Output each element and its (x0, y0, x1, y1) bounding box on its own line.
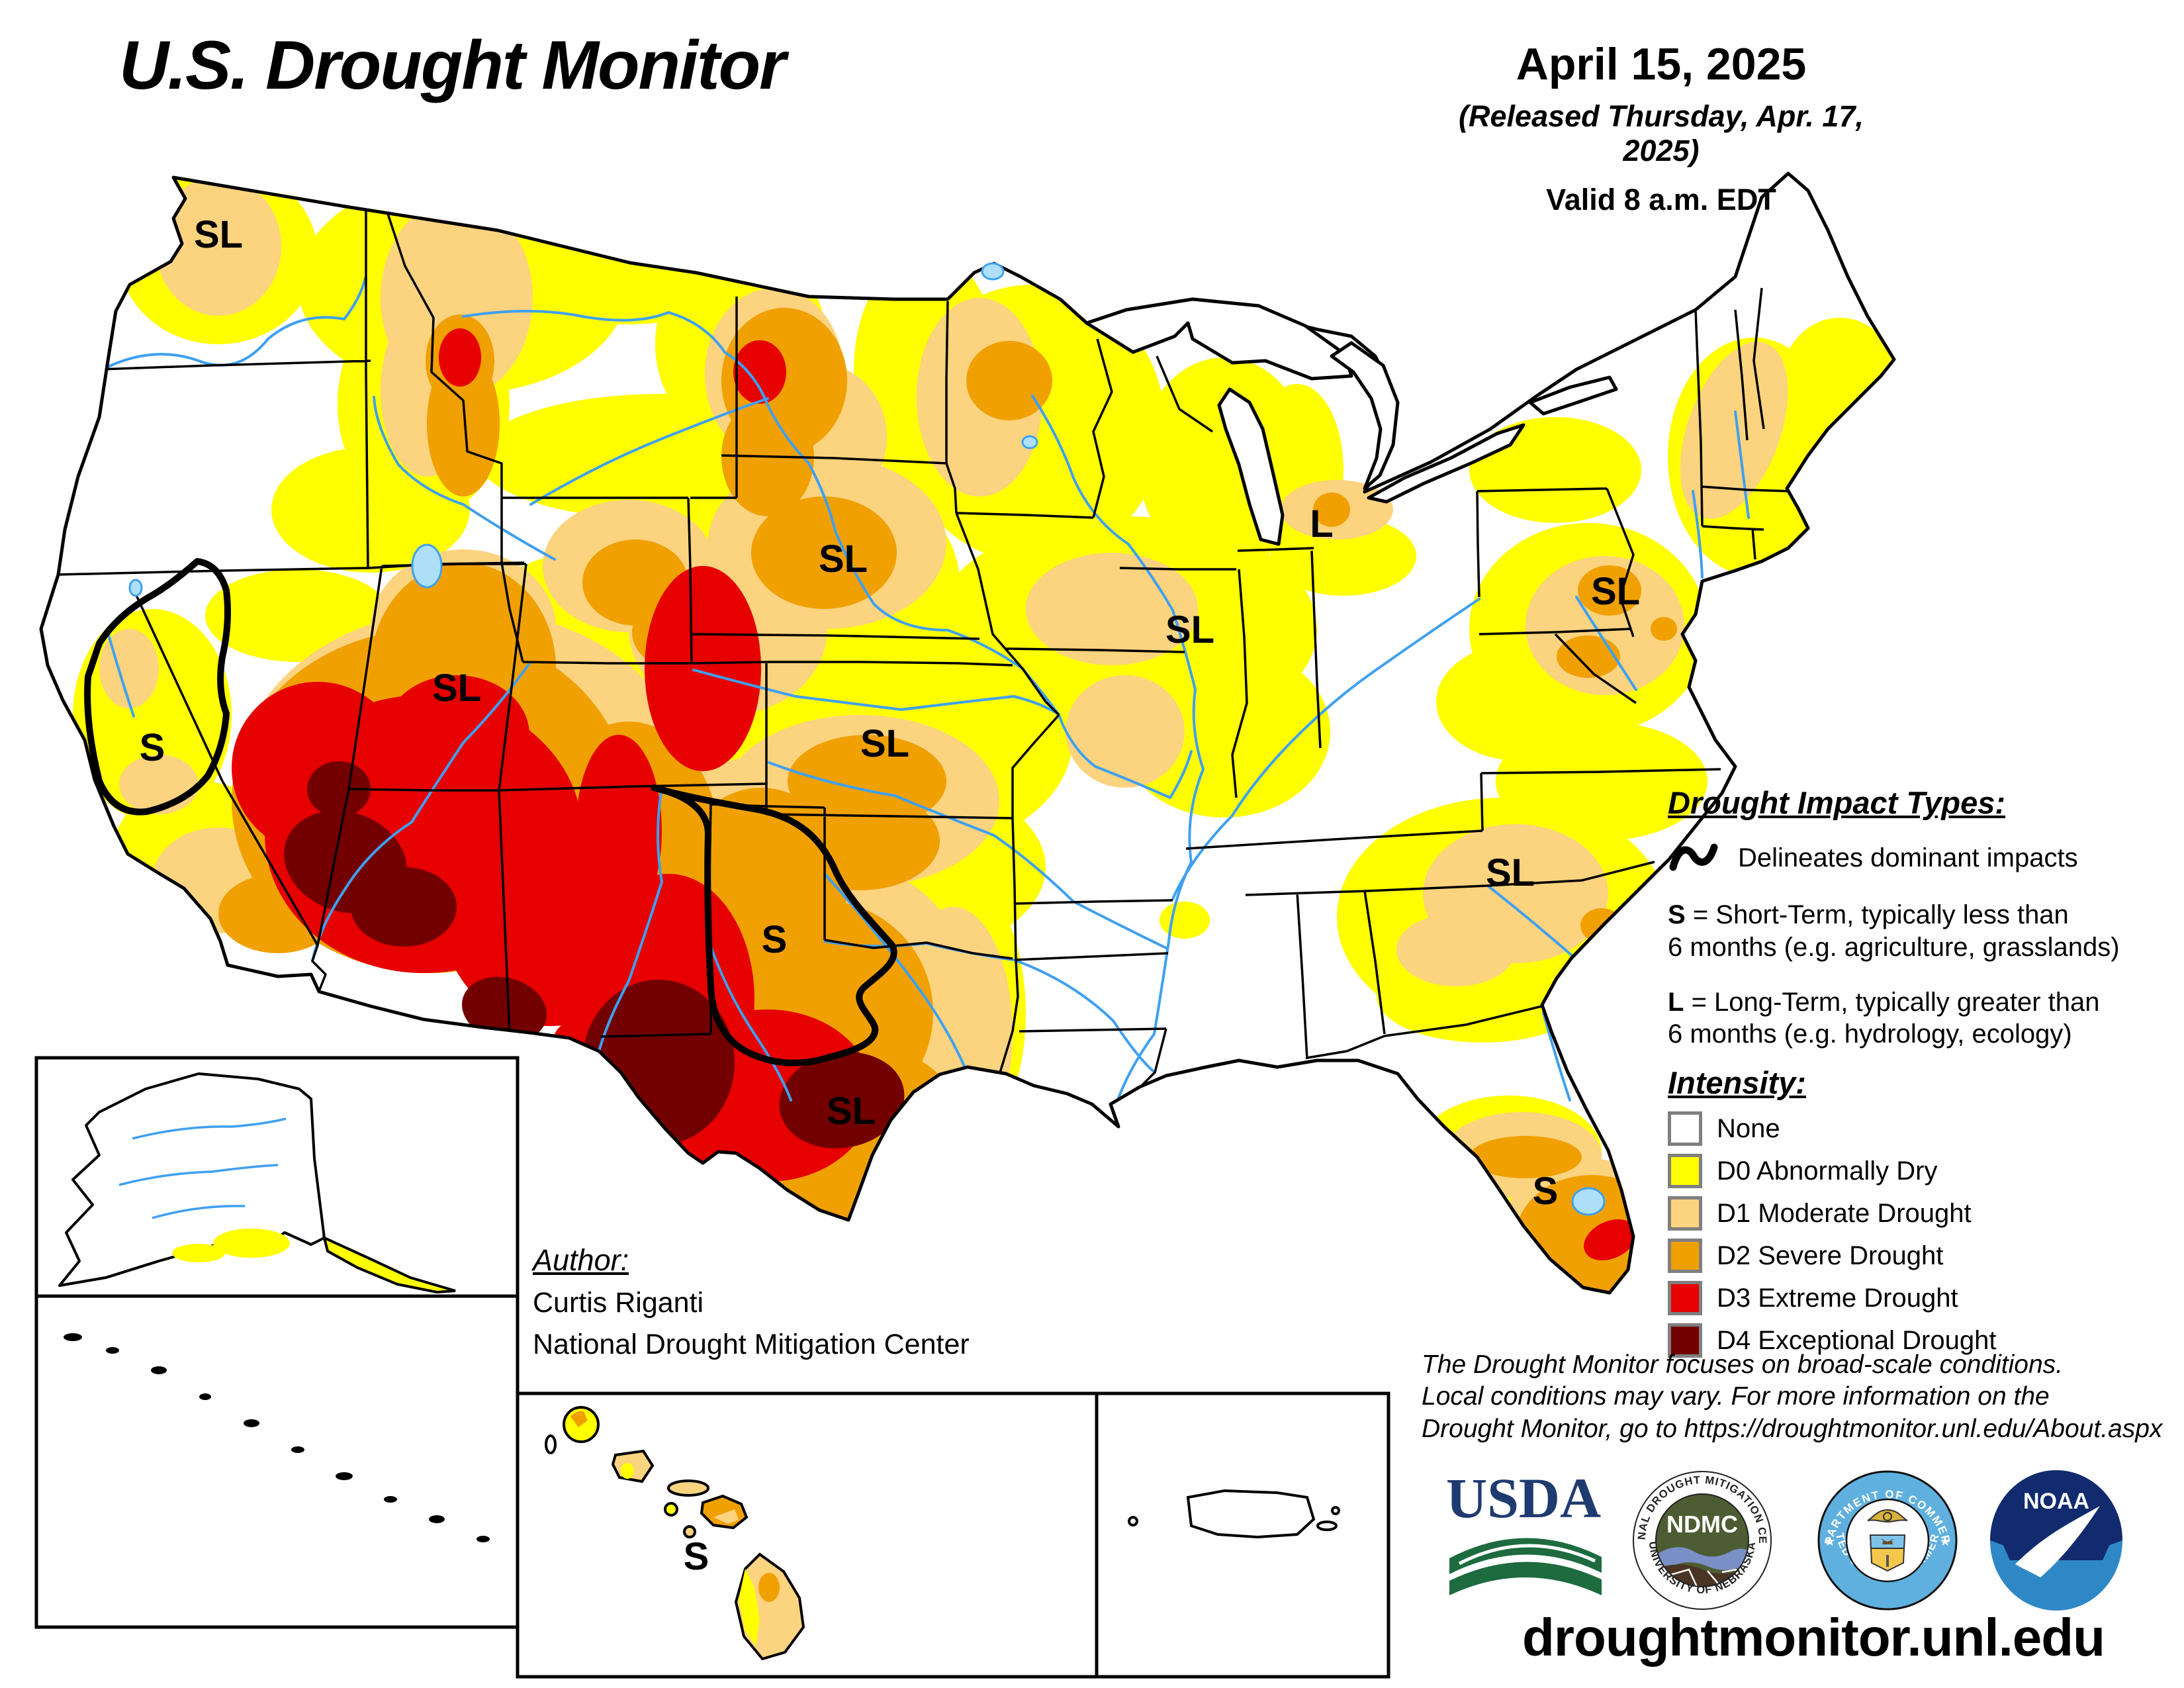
svg-text:★: ★ (1939, 1534, 1951, 1549)
legend-item-0: None (1668, 1111, 2177, 1146)
valid-time: Valid 8 a.m. EDT (1546, 183, 1776, 216)
hawaii-map (545, 1406, 805, 1661)
page-title: U.S. Drought Monitor (119, 27, 786, 104)
inset-boxes (34, 1056, 1390, 1679)
short-term-line1: = Short-Term, typically less than (1692, 900, 2069, 929)
long-term-definition: L = Long-Term, typically greater than 6 … (1668, 986, 2177, 1051)
squiggle-icon (1669, 843, 1718, 871)
lake-ontario (1528, 375, 1618, 416)
puerto-rico-inset-box (1095, 1391, 1390, 1679)
disclaimer-line1: The Drought Monitor focuses on broad-sca… (1422, 1350, 2064, 1379)
impact-label-kansas: SL (860, 722, 910, 765)
impact-label-hawaii: S (683, 1535, 709, 1578)
legend-item-2: D1 Moderate Drought (1668, 1196, 2177, 1231)
small-lakes (128, 262, 1606, 1216)
lake-tahoe (128, 579, 143, 597)
intensity-heading: Intensity: (1668, 1065, 1806, 1100)
intensity-rows: None D0 Abnormally Dry D1 Moderate Drought… (1668, 1111, 2177, 1358)
impact-label-texas-south: SL (826, 1090, 876, 1133)
lake-michigan (1217, 387, 1285, 546)
website-url: droughtmonitor.unl.edu (1522, 1608, 2105, 1667)
ndmc-logo-text: NDMC (1666, 1511, 1738, 1538)
delineates-label: Delineates dominant impacts (1738, 843, 2078, 872)
hawaii-inset-box (516, 1391, 1099, 1679)
lake-huron (1330, 341, 1400, 491)
long-term-line2: 6 months (e.g. hydrology, ecology) (1668, 1019, 2072, 1049)
impact-types-heading: Drought Impact Types: (1668, 785, 2006, 820)
state-borders (58, 182, 1791, 1121)
disclaimer-line2: Local conditions may vary. For more info… (1422, 1382, 2050, 1411)
legend-label-2: D1 Moderate Drought (1717, 1198, 1972, 1228)
impact-label-mid-atlantic: SL (1590, 570, 1641, 613)
lake-superior (1085, 297, 1353, 381)
ndmc-logo: NATIONAL DROUGHT MITIGATION CENTER UNIVE… (1631, 1470, 1774, 1615)
long-term-line1: = Long-Term, typically greater than (1691, 987, 2100, 1017)
legend-swatch-2 (1668, 1196, 1702, 1231)
disclaimer-line3: Drought Monitor, go to https://droughtmo… (1422, 1414, 2163, 1443)
legend-label-0: None (1717, 1113, 1780, 1143)
usda-logo-text: USDA (1446, 1466, 1602, 1530)
noaa-logo-text: NOAA (2023, 1489, 2089, 1514)
great-lakes (1085, 297, 1618, 546)
intensity-legend: Intensity: None D0 Abnormally Dry D1 Moder… (1668, 1064, 2177, 1358)
legend-label-1: D0 Abnormally Dry (1717, 1156, 1938, 1186)
great-salt-lake (411, 543, 443, 588)
author-heading: Author: (533, 1243, 629, 1277)
impact-label-michigan: L (1310, 502, 1334, 545)
texas-impact-outline (651, 784, 897, 1066)
noaa-logo: NOAA (1985, 1466, 2128, 1618)
map-date: April 15, 2025 (1516, 39, 1807, 89)
legend-item-3: D2 Severe Drought (1668, 1239, 2177, 1273)
author-name: Curtis Riganti (533, 1287, 704, 1319)
short-term-definition: S = Short-Term, typically less than 6 mo… (1668, 899, 2177, 964)
legend-swatch-1 (1668, 1154, 1702, 1188)
impact-label-illinois: SL (1165, 608, 1215, 651)
legend-item-1: D0 Abnormally Dry (1668, 1154, 2177, 1188)
aleutians-inset-box (34, 1294, 520, 1629)
lake-erie (1367, 423, 1525, 504)
short-term-line2: 6 months (e.g. agriculture, grasslands) (1668, 932, 2120, 962)
aleutian-islands (64, 1333, 490, 1542)
impact-label-washington: SL (193, 213, 244, 256)
legend-item-4: D3 Extreme Drought (1668, 1281, 2177, 1315)
legend-label-3: D2 Severe Drought (1717, 1241, 1944, 1270)
disclaimer-text: The Drought Monitor focuses on broad-sca… (1422, 1349, 2169, 1445)
mille-lacs (1021, 435, 1038, 449)
lake-okeechobee (1571, 1187, 1606, 1216)
red-lake (981, 262, 1005, 281)
california-impact-outline (84, 558, 231, 816)
release-date: (Released Thursday, Apr. 17, 2025) (1459, 99, 1864, 167)
impact-label-south-carolina: SL (1485, 851, 1535, 894)
impact-label-nevada-utah: SL (432, 667, 482, 710)
drought-shading-layer (58, 173, 1894, 1293)
impact-label-florida: S (1532, 1170, 1559, 1213)
commerce-seal: DEPARTMENT OF COMMERCE UNITED STATES OF … (1817, 1470, 1959, 1615)
legend-swatch-5 (1668, 1323, 1702, 1358)
legend-swatch-3 (1668, 1239, 1702, 1273)
conus-outline (39, 171, 1896, 1295)
impact-label-texas-central: S (761, 918, 788, 961)
usda-logo-swoosh (1449, 1538, 1602, 1596)
puerto-rico-map (1128, 1489, 1340, 1539)
svg-text:★: ★ (1824, 1534, 1836, 1549)
legend-item-5: D4 Exceptional Drought (1668, 1323, 2177, 1358)
legend-swatch-0 (1668, 1111, 1702, 1146)
usda-logo: USDA (1446, 1466, 1605, 1600)
legend-label-4: D3 Extreme Drought (1717, 1283, 1958, 1313)
date-panel: April 15, 2025 (Released Thursday, Apr. … (1423, 38, 1899, 217)
short-term-letter: S (1668, 900, 1686, 929)
legend-swatch-4 (1668, 1281, 1702, 1315)
rivers (101, 277, 1750, 1115)
impact-types-panel: Drought Impact Types: Delineates dominan… (1668, 784, 2177, 1051)
author-panel: Author: Curtis Riganti National Drought … (533, 1243, 970, 1361)
impact-outlines (84, 558, 897, 1066)
long-term-letter: L (1668, 987, 1684, 1017)
alaska-map (58, 1072, 456, 1294)
legend-label-5: D4 Exceptional Drought (1717, 1325, 1997, 1355)
impact-label-south-dakota: SL (818, 538, 868, 581)
impact-label-california: S (139, 726, 165, 769)
author-org: National Drought Mitigation Center (533, 1329, 970, 1360)
